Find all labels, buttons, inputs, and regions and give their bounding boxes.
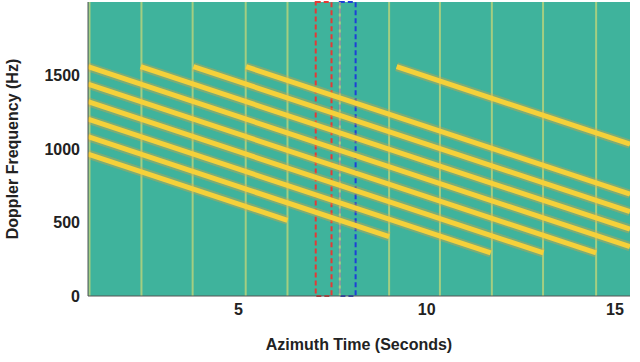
svg-text:5: 5	[234, 301, 243, 318]
svg-text:1000: 1000	[44, 141, 80, 158]
svg-text:500: 500	[53, 214, 80, 231]
svg-text:Azimuth Time (Seconds): Azimuth Time (Seconds)	[266, 336, 452, 353]
svg-text:1500: 1500	[44, 67, 80, 84]
svg-text:0: 0	[71, 288, 80, 305]
svg-text:10: 10	[418, 301, 436, 318]
svg-text:Doppler Frequency (Hz): Doppler Frequency (Hz)	[4, 59, 21, 239]
svg-text:15: 15	[606, 301, 624, 318]
